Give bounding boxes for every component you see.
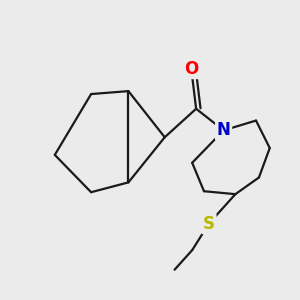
Text: S: S (203, 214, 215, 232)
Text: O: O (184, 59, 198, 77)
Text: N: N (217, 122, 230, 140)
